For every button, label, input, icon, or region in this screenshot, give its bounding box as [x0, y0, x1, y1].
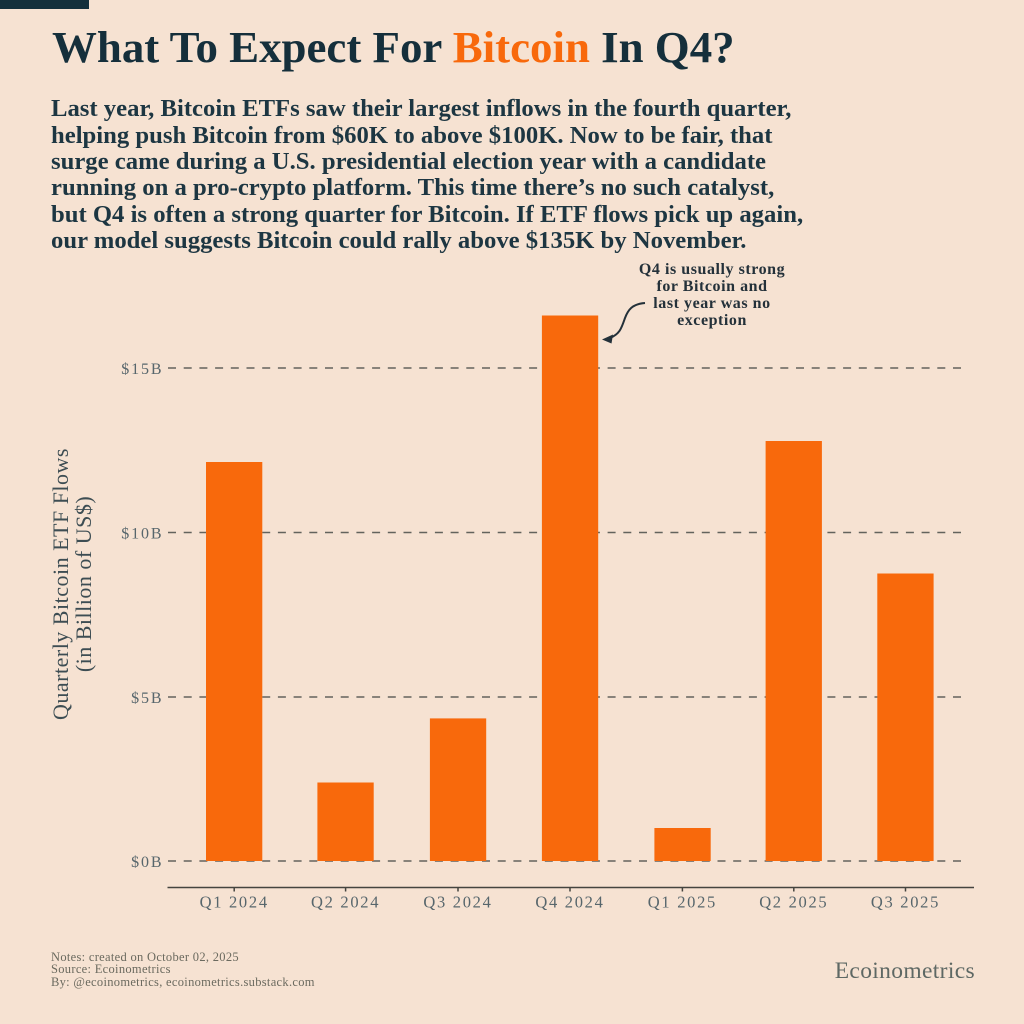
svg-text:Q1 2024: Q1 2024 — [200, 893, 269, 912]
svg-text:Q3 2025: Q3 2025 — [871, 893, 940, 912]
svg-text:Q1 2025: Q1 2025 — [648, 893, 717, 912]
svg-text:$0B: $0B — [131, 854, 163, 871]
svg-text:$15B: $15B — [121, 361, 163, 378]
svg-text:Q3 2024: Q3 2024 — [423, 893, 492, 912]
svg-text:$5B: $5B — [131, 690, 163, 707]
svg-text:Q4 2024: Q4 2024 — [535, 893, 604, 912]
svg-text:$10B: $10B — [121, 526, 163, 543]
svg-text:Q2 2025: Q2 2025 — [759, 893, 828, 912]
svg-text:Q2 2024: Q2 2024 — [311, 893, 380, 912]
